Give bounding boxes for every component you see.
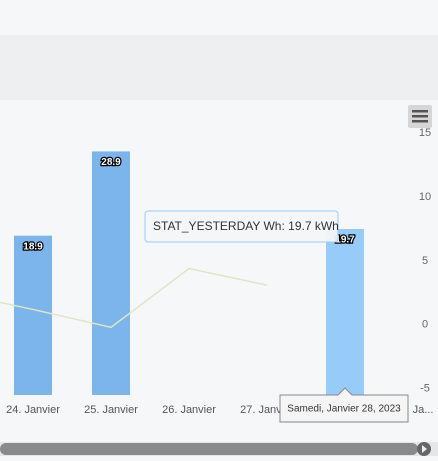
scroll-thumb[interactable]	[0, 443, 418, 455]
y2-tick-label: 0	[422, 319, 428, 331]
bar	[326, 228, 364, 395]
x-tick-label: 24. Janvier	[6, 404, 60, 416]
tooltip-text: STAT_YESTERDAY Wh: 19.7 kWh	[153, 219, 339, 233]
tooltip-box	[144, 210, 339, 243]
x-tick-label: 25. Janvier	[84, 404, 138, 416]
data-label: 18.9	[23, 241, 43, 252]
data-label: 19.7	[335, 235, 355, 246]
y2-tick-label: -5	[420, 383, 430, 395]
y2-tick-label: 15	[419, 127, 431, 139]
data-label: 28.9	[101, 157, 121, 168]
bar	[92, 151, 130, 395]
menu-line	[412, 115, 428, 118]
x-tick-label: 26. Janvier	[162, 404, 216, 416]
date-tooltip-text: Samedi, Janvier 28, 2023	[287, 404, 401, 415]
y2-tick-label: 5	[422, 255, 428, 267]
line	[0, 267, 268, 329]
menu-line	[412, 110, 428, 113]
scroll-arrow	[422, 445, 427, 453]
date-tooltip-box	[279, 387, 409, 423]
tooltips: STAT_YESTERDAY Wh: 19.7 kWh Samedi, Janv…	[144, 210, 409, 423]
header-band	[0, 35, 438, 100]
y2-tick-label: 10	[419, 191, 431, 203]
menu-button[interactable]	[408, 105, 432, 128]
top-band	[0, 0, 438, 35]
x-tick-label: Ja...	[413, 404, 434, 416]
bar	[14, 235, 52, 395]
scrollbar[interactable]	[0, 442, 438, 456]
menu-line	[412, 120, 428, 123]
